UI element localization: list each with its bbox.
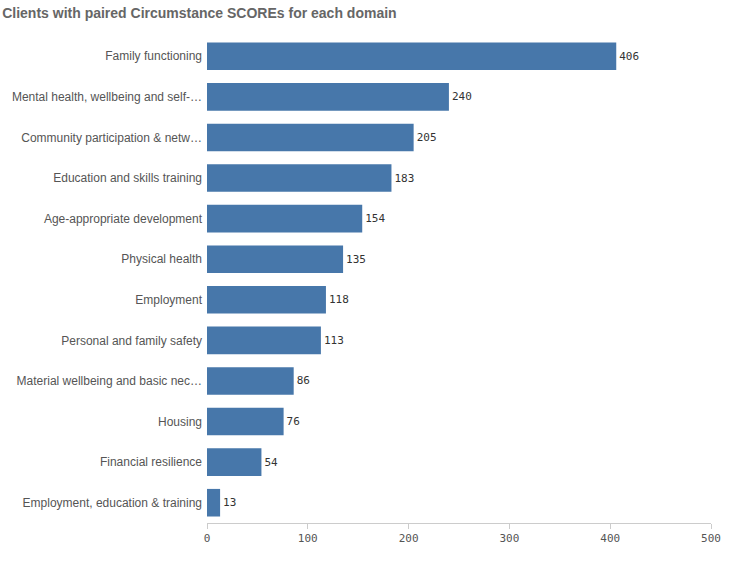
svg-text:0: 0: [204, 532, 211, 545]
svg-text:118: 118: [329, 293, 349, 306]
svg-text:135: 135: [346, 253, 366, 266]
svg-text:Education and skills training: Education and skills training: [53, 171, 202, 185]
svg-text:Clients with paired Circumstan: Clients with paired Circumstance SCOREs …: [2, 5, 396, 21]
svg-text:Mental health, wellbeing and s: Mental health, wellbeing and self-…: [12, 90, 202, 104]
svg-text:500: 500: [701, 532, 721, 545]
svg-text:300: 300: [499, 532, 519, 545]
svg-text:205: 205: [417, 131, 437, 144]
svg-text:154: 154: [365, 212, 385, 225]
svg-text:Employment, education & traini: Employment, education & training: [23, 496, 202, 510]
svg-text:Personal and family safety: Personal and family safety: [61, 334, 202, 348]
svg-text:Material wellbeing and basic n: Material wellbeing and basic nec…: [17, 374, 202, 388]
svg-text:54: 54: [264, 456, 278, 469]
svg-text:Age-appropriate development: Age-appropriate development: [44, 212, 203, 226]
svg-text:200: 200: [399, 532, 419, 545]
svg-text:76: 76: [287, 415, 300, 428]
svg-text:13: 13: [223, 496, 236, 509]
svg-text:Community participation & netw: Community participation & netw…: [21, 131, 202, 145]
svg-text:113: 113: [324, 334, 344, 347]
svg-text:240: 240: [452, 90, 472, 103]
svg-text:86: 86: [297, 374, 310, 387]
svg-text:Employment: Employment: [135, 293, 202, 307]
svg-text:Family functioning: Family functioning: [105, 49, 202, 63]
svg-text:400: 400: [600, 532, 620, 545]
svg-text:Financial resilience: Financial resilience: [100, 455, 202, 469]
svg-text:100: 100: [298, 532, 318, 545]
svg-text:183: 183: [394, 172, 414, 185]
svg-text:Physical health: Physical health: [121, 252, 202, 266]
svg-text:406: 406: [619, 50, 639, 63]
svg-text:Housing: Housing: [158, 415, 202, 429]
